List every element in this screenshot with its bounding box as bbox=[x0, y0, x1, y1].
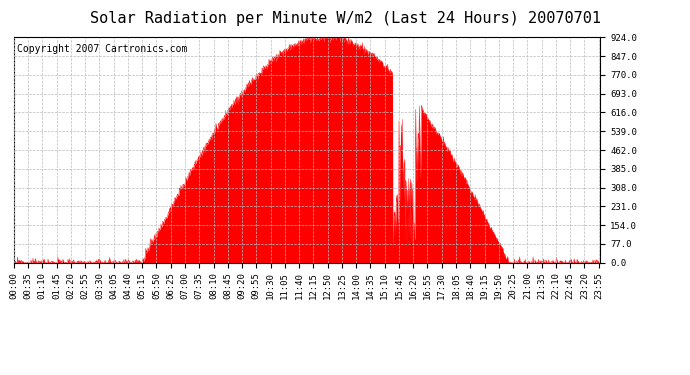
Text: Solar Radiation per Minute W/m2 (Last 24 Hours) 20070701: Solar Radiation per Minute W/m2 (Last 24… bbox=[90, 11, 600, 26]
Text: Copyright 2007 Cartronics.com: Copyright 2007 Cartronics.com bbox=[17, 44, 187, 54]
